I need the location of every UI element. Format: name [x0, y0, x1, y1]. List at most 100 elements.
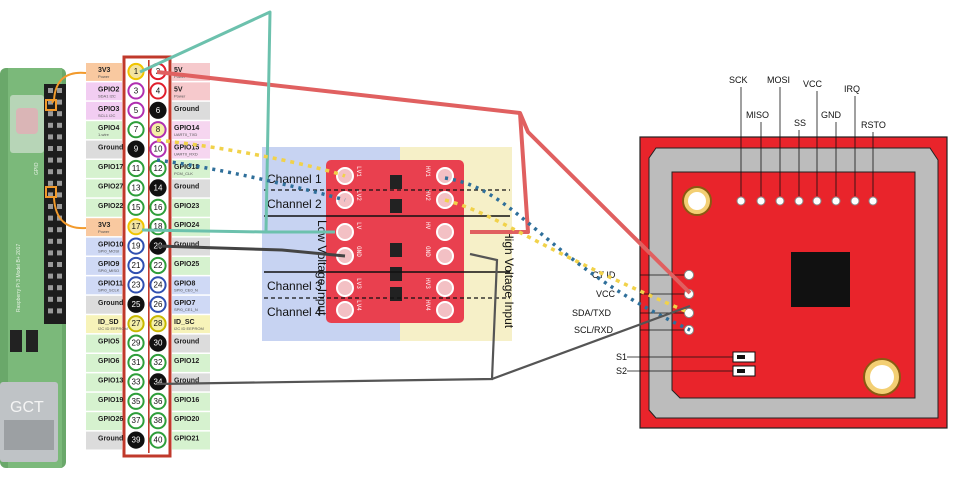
pin-label-bg-left	[86, 140, 122, 159]
rfid-mount-hole-bottom-inner	[870, 365, 894, 389]
pin-7	[127, 121, 145, 139]
wire-gpio15-yellow	[156, 138, 346, 178]
wire-3v3-teal-2	[141, 228, 267, 234]
pin-number-left: 27	[132, 319, 141, 328]
pad-right	[436, 279, 454, 297]
switch-s2-label: S2	[616, 366, 627, 376]
pin-name-left: GPIO26	[98, 416, 123, 423]
pin-name-right: GPIO24	[174, 222, 199, 229]
pin-name-right: GPIO20	[174, 416, 199, 423]
silk-right: HV4	[424, 300, 431, 311]
pin-32	[149, 353, 167, 372]
pin-38	[149, 412, 167, 430]
top-pin-mosi	[775, 196, 785, 206]
silk-right: GND	[424, 246, 431, 257]
channel-2-label: Channel 2	[267, 197, 322, 211]
top-pin-label-sck: SCK	[729, 75, 748, 85]
header-divider	[148, 60, 150, 453]
header-outline	[122, 55, 172, 458]
pin-label-bg-left	[86, 218, 122, 237]
pin-13	[127, 179, 145, 197]
pin-label-bg-left	[86, 160, 122, 178]
pi-header-pin	[48, 238, 53, 244]
pi-header-pin	[48, 308, 53, 314]
pin-function-left: 1-wire	[98, 132, 110, 137]
pin-label-bg-right	[172, 412, 210, 431]
raspberry-pi-board: GCT Raspberry Pi 3 Model B+ 2017 GPIO	[0, 68, 66, 468]
pin-number-left: 23	[132, 280, 141, 289]
pin-label-bg-right	[172, 82, 210, 101]
pin-number-left: 37	[132, 416, 141, 425]
silk-right: HV2	[424, 190, 431, 201]
pin-name-left: GPIO27	[98, 183, 123, 190]
pin-label-bg-left	[86, 392, 122, 411]
pin-31	[127, 353, 145, 372]
pin-number-left: 5	[134, 106, 139, 115]
pin-label-bg-left	[86, 315, 122, 334]
pin-number-right: 32	[154, 358, 163, 367]
pin-number-right: 4	[156, 86, 161, 95]
pin-function-left: I2C ID EEPROM	[98, 326, 128, 331]
switch-s1-label: S1	[616, 352, 627, 362]
rfid-chip	[791, 252, 850, 307]
wire-orange-bottom	[53, 197, 87, 230]
silk-left: LV1	[355, 166, 362, 177]
silk-left: GND	[355, 246, 362, 257]
top-pin-label-ss: SS	[794, 118, 806, 128]
rfid-mount-hole-top-inner	[688, 192, 706, 210]
wire-gpio15-yellow-hv	[444, 198, 691, 315]
pi-header-pin	[57, 285, 62, 291]
pin-function-left: SPI0_MISO	[98, 268, 119, 273]
pin-34	[149, 373, 167, 391]
pin-number-left: 19	[132, 242, 141, 251]
pin-name-right: Ground	[174, 377, 199, 384]
pi-header-pin	[57, 227, 62, 233]
pin-name-right: Ground	[174, 106, 199, 113]
pi-header-pin	[48, 250, 53, 256]
pi-header-pin	[57, 88, 62, 93]
pin-name-left: Ground	[98, 300, 123, 307]
pin-14	[149, 179, 167, 197]
pin-name-left: GPIO6	[98, 358, 120, 365]
pin-label-bg-left	[86, 237, 122, 256]
pi-header-pin	[57, 146, 62, 151]
wire-ground-gray-rfid	[156, 252, 499, 386]
pin-name-left: 3V3	[98, 67, 111, 74]
pin-name-right: GPIO16	[174, 397, 199, 404]
pin-name-left: GPIO13	[98, 377, 123, 384]
header-row: GPIO6 GPIO12 31 32	[86, 353, 210, 372]
pin-name-left: ID_SD	[98, 319, 119, 326]
pi-header-pin	[48, 285, 53, 291]
pin-name-right: Ground	[174, 183, 199, 190]
silk-left: LV	[355, 222, 362, 230]
pin-name-left: GPIO5	[98, 339, 120, 346]
pin-label-bg-left	[86, 276, 122, 295]
pi-header-pin	[48, 134, 53, 140]
pin-25	[127, 295, 145, 313]
pin-number-right: 34	[154, 377, 163, 386]
pad-right	[436, 223, 454, 241]
header-row: Ground GPIO21 39 40	[86, 431, 210, 450]
top-pin-label-vcc: VCC	[803, 79, 823, 89]
pi-header-pin	[48, 273, 53, 279]
pi-raspberry-logo	[16, 108, 38, 134]
pin-function-left: SDA1 I2C	[98, 93, 116, 98]
pin-number-right: 16	[154, 203, 163, 212]
pi-header-pin	[48, 192, 53, 198]
pin-24	[149, 276, 167, 294]
pin-label-bg-right	[172, 392, 210, 411]
pin-39	[127, 431, 145, 449]
pi-header-pin	[57, 192, 62, 198]
pin-5	[127, 101, 145, 119]
top-pin-gnd	[831, 196, 841, 206]
pi-header-pin	[57, 296, 62, 302]
pin-function-left: Power	[98, 229, 110, 234]
pin-name-right: ID_SC	[174, 319, 195, 326]
channel-1-label: Channel 1	[267, 172, 322, 186]
pin-name-left: 3V3	[98, 222, 111, 229]
pin-name-right: Ground	[174, 339, 199, 346]
pi-header-pin	[57, 273, 62, 279]
pin-27	[127, 315, 145, 333]
